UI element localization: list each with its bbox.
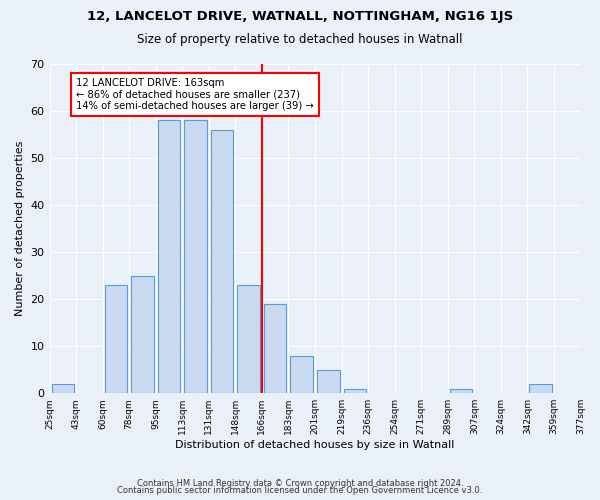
Bar xyxy=(264,304,286,393)
Bar xyxy=(290,356,313,393)
Text: Contains public sector information licensed under the Open Government Licence v3: Contains public sector information licen… xyxy=(118,486,482,495)
Bar xyxy=(450,388,472,393)
Bar xyxy=(184,120,207,393)
Bar xyxy=(344,388,366,393)
Bar xyxy=(529,384,552,393)
Text: 12 LANCELOT DRIVE: 163sqm
← 86% of detached houses are smaller (237)
14% of semi: 12 LANCELOT DRIVE: 163sqm ← 86% of detac… xyxy=(76,78,314,112)
Bar xyxy=(238,285,260,393)
Bar xyxy=(104,285,127,393)
Bar xyxy=(52,384,74,393)
Text: Contains HM Land Registry data © Crown copyright and database right 2024.: Contains HM Land Registry data © Crown c… xyxy=(137,478,463,488)
Y-axis label: Number of detached properties: Number of detached properties xyxy=(15,141,25,316)
Text: Size of property relative to detached houses in Watnall: Size of property relative to detached ho… xyxy=(137,32,463,46)
Bar xyxy=(131,276,154,393)
Bar xyxy=(158,120,180,393)
Bar xyxy=(211,130,233,393)
Text: 12, LANCELOT DRIVE, WATNALL, NOTTINGHAM, NG16 1JS: 12, LANCELOT DRIVE, WATNALL, NOTTINGHAM,… xyxy=(87,10,513,23)
Bar xyxy=(317,370,340,393)
X-axis label: Distribution of detached houses by size in Watnall: Distribution of detached houses by size … xyxy=(175,440,455,450)
